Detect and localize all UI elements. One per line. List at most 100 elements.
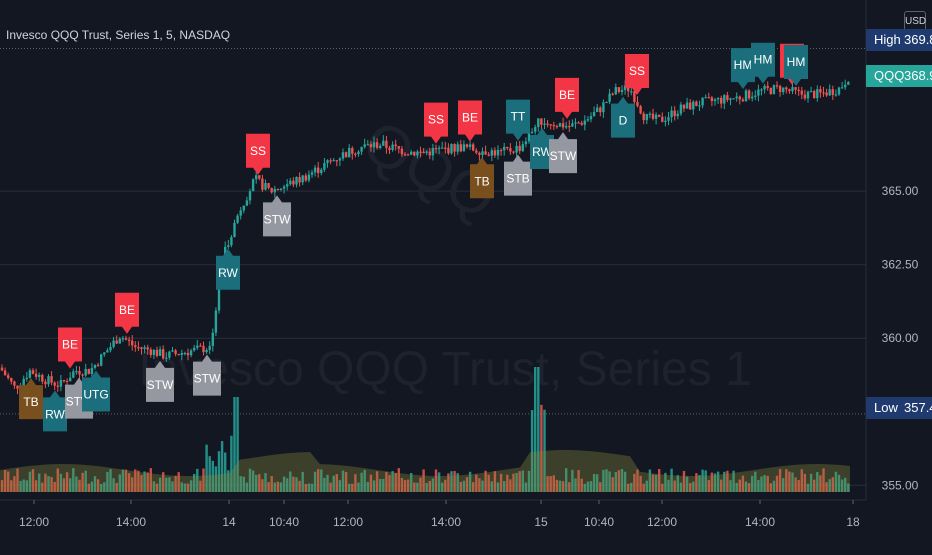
volume-bar xyxy=(754,471,757,492)
volume-bar xyxy=(168,477,171,492)
marker-shape xyxy=(530,127,554,169)
volume-bar xyxy=(546,476,549,492)
time-tick-label: 10:40 xyxy=(269,515,299,529)
volume-bar xyxy=(177,472,180,492)
candle-body xyxy=(72,371,75,378)
candle-body xyxy=(149,349,152,355)
volume-bar xyxy=(335,474,338,492)
marker-shape xyxy=(458,100,482,142)
marker-hm: HM xyxy=(751,42,775,84)
volume-bar xyxy=(382,478,385,492)
candle-body xyxy=(171,350,174,352)
time-tick-label: 14:00 xyxy=(116,515,146,529)
candle-body xyxy=(468,144,472,147)
candle-body xyxy=(351,148,354,154)
volume-bar xyxy=(348,483,351,492)
volume-bar xyxy=(31,469,35,492)
candle-body xyxy=(410,151,413,155)
candle-body xyxy=(388,147,391,150)
volume-bar xyxy=(267,482,270,492)
volume-bar xyxy=(503,481,506,492)
volume-bar xyxy=(13,476,16,492)
candle-body xyxy=(778,85,782,93)
candle-body xyxy=(369,144,373,148)
candle-body xyxy=(38,374,41,377)
candle-body xyxy=(754,95,757,97)
marker-shape xyxy=(424,102,448,144)
marker-label: RW xyxy=(45,407,65,421)
volume-bar xyxy=(146,472,149,492)
candle-body xyxy=(561,123,565,128)
volume-bar xyxy=(555,479,559,492)
volume-bar xyxy=(819,475,822,492)
price-tick-label: 365.00 xyxy=(882,184,919,198)
volume-bar xyxy=(53,481,56,492)
candle-body xyxy=(701,97,704,106)
volume-bar xyxy=(441,482,444,492)
candle-body xyxy=(152,349,156,355)
volume-bar xyxy=(183,483,187,492)
volume-bar xyxy=(648,469,652,492)
marker-shape xyxy=(43,390,67,432)
candle-body xyxy=(180,353,183,355)
volume-bar xyxy=(772,480,776,492)
candle-body xyxy=(217,285,221,311)
marker-label: STB xyxy=(506,172,529,186)
marker-shape xyxy=(625,53,649,95)
volume-bar xyxy=(487,474,490,492)
volume-bar xyxy=(620,469,624,492)
candle-body xyxy=(264,183,267,190)
volume-bar xyxy=(189,480,193,492)
candle-body xyxy=(555,125,559,128)
candle-body xyxy=(41,374,44,382)
candle-body xyxy=(577,122,580,124)
candle-body xyxy=(661,116,664,122)
marker-shape xyxy=(263,195,291,237)
candle-body xyxy=(574,122,577,124)
volume-bar xyxy=(258,474,261,492)
candle-body xyxy=(118,338,121,344)
candle-body xyxy=(245,200,249,206)
candle-body xyxy=(106,350,109,353)
volume-bar xyxy=(81,472,84,492)
candle-body xyxy=(81,374,84,376)
volume-bar xyxy=(490,481,493,492)
volume-bar xyxy=(437,472,441,492)
candle-body xyxy=(664,120,667,122)
volume-bar xyxy=(100,483,103,492)
marker-shape xyxy=(146,360,174,402)
candle-body xyxy=(434,148,438,150)
volume-bar xyxy=(69,478,72,492)
volume-bar xyxy=(654,474,658,492)
candle-body xyxy=(248,191,252,201)
volume-bar xyxy=(59,473,63,492)
candle-body xyxy=(286,184,289,187)
volume-bar xyxy=(627,483,630,492)
candle-body xyxy=(16,385,19,389)
volume-bar xyxy=(506,474,509,492)
candle-body xyxy=(7,375,10,378)
volume-bar xyxy=(193,473,196,492)
low-value: 357.43 xyxy=(904,400,932,415)
candle-body xyxy=(292,180,295,185)
candle-body xyxy=(685,102,689,109)
volume-bar xyxy=(757,480,760,492)
candle-body xyxy=(627,85,630,92)
volume-bar xyxy=(645,480,648,492)
marker-label: SS xyxy=(629,64,645,78)
volume-bar xyxy=(217,451,221,492)
volume-bar xyxy=(828,479,831,492)
marker-shape xyxy=(470,157,494,199)
candle-body xyxy=(372,142,376,148)
volume-bar xyxy=(220,441,224,492)
marker-rw: RW xyxy=(43,390,67,432)
time-tick-label: 18 xyxy=(846,515,860,529)
candle-body xyxy=(295,177,298,185)
candle-body xyxy=(31,370,35,374)
volume-bar xyxy=(16,468,19,492)
candle-body xyxy=(509,148,512,152)
candle-body xyxy=(103,352,106,355)
candle-body xyxy=(676,113,679,117)
